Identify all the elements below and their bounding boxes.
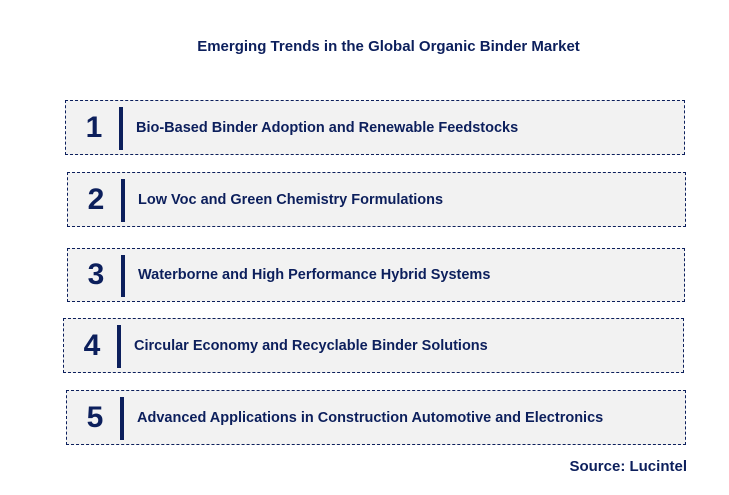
trend-label: Advanced Applications in Construction Au…	[137, 409, 604, 426]
divider-bar	[121, 255, 125, 297]
trend-number: 4	[83, 328, 101, 362]
divider-bar	[120, 397, 124, 440]
trend-label: Bio-Based Binder Adoption and Renewable …	[136, 119, 519, 136]
divider-bar	[119, 107, 123, 150]
diagram-title: Emerging Trends in the Global Organic Bi…	[197, 38, 580, 55]
trend-item-3: 3 Waterborne and High Performance Hybrid…	[67, 248, 685, 302]
trend-item-5: 5 Advanced Applications in Construction …	[66, 390, 686, 445]
divider-bar	[121, 179, 125, 222]
source-credit: Source: Lucintel	[569, 458, 687, 475]
trend-label: Waterborne and High Performance Hybrid S…	[138, 267, 491, 283]
trend-label: Circular Economy and Recyclable Binder S…	[134, 337, 488, 354]
trend-label: Low Voc and Green Chemistry Formulations	[138, 191, 444, 208]
trend-item-4: 4 Circular Economy and Recyclable Binder…	[63, 318, 684, 373]
trend-number: 2	[87, 182, 105, 216]
trend-number: 3	[87, 258, 105, 291]
trend-number: 1	[85, 110, 103, 144]
trend-number: 5	[86, 400, 104, 434]
divider-bar	[117, 325, 121, 368]
trend-item-2: 2 Low Voc and Green Chemistry Formulatio…	[67, 172, 686, 227]
trend-item-1: 1 Bio-Based Binder Adoption and Renewabl…	[65, 100, 685, 155]
